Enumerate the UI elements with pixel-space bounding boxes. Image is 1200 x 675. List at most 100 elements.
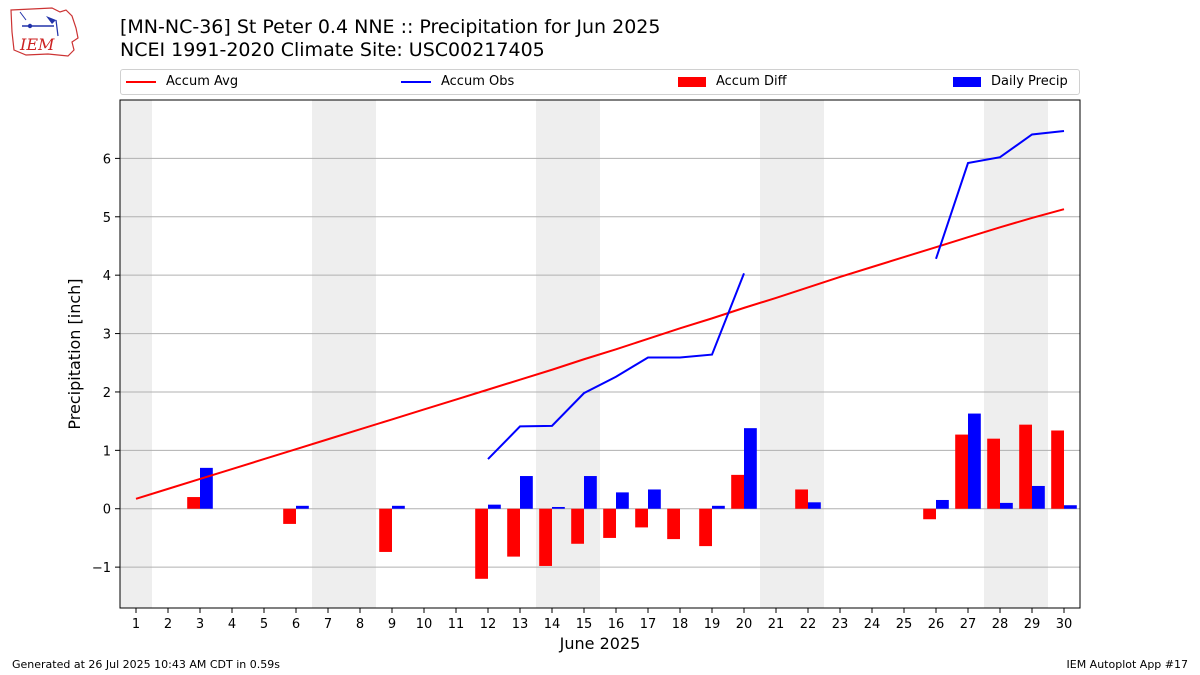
accum-diff-bar: [699, 508, 712, 547]
daily-precip-bar: [1000, 502, 1013, 509]
accum-diff-bar: [1051, 430, 1064, 509]
accum-obs-line: [935, 129, 1065, 260]
daily-precip-bar: [1064, 505, 1077, 509]
x-tick-label: 18: [672, 617, 689, 632]
x-tick-label: 16: [608, 617, 625, 632]
legend-item-accum-avg: Accum Avg: [126, 74, 238, 89]
daily-precip-bar: [552, 506, 565, 509]
daily-precip-bar: [808, 502, 821, 509]
x-tick-label: 30: [1056, 617, 1073, 632]
chart-title: [MN-NC-36] St Peter 0.4 NNE :: Precipita…: [120, 16, 661, 38]
x-tick-label: 23: [832, 617, 849, 632]
accum-diff-bar: [603, 508, 616, 538]
legend-swatch-accum-avg: [126, 80, 156, 83]
accum-diff-bar: [635, 508, 648, 528]
iem-logo: IEM: [10, 7, 79, 57]
daily-precip-bar: [488, 504, 501, 509]
daily-precip-bar: [712, 505, 725, 509]
footer-generated: Generated at 26 Jul 2025 10:43 AM CDT in…: [12, 658, 280, 671]
y-tick-label: 6: [103, 152, 111, 167]
accum-diff-bar: [955, 434, 968, 509]
accum-diff-bar: [475, 508, 488, 579]
x-tick-label: 27: [960, 617, 977, 632]
accum-diff-bar: [571, 508, 584, 544]
legend-item-daily-precip: Daily Precip: [953, 74, 1068, 89]
x-tick-label: 2: [164, 617, 172, 632]
x-tick-label: 6: [292, 617, 300, 632]
x-tick-label: 1: [132, 617, 140, 632]
accum-diff-bar: [507, 508, 520, 557]
legend-label-accum-avg: Accum Avg: [166, 74, 239, 89]
x-tick-label: 20: [736, 617, 753, 632]
daily-precip-bar: [200, 467, 213, 509]
legend-label-accum-obs: Accum Obs: [441, 74, 515, 89]
weekend-shade: [120, 100, 152, 608]
weekend-shade: [312, 100, 376, 608]
x-tick-label: 24: [864, 617, 881, 632]
daily-precip-bar: [1032, 485, 1045, 509]
x-tick-label: 15: [576, 617, 593, 632]
legend-swatch-accum-diff: [678, 76, 706, 87]
daily-precip-bar: [648, 489, 661, 509]
daily-precip-bar: [392, 505, 405, 509]
x-tick-label: 17: [640, 617, 657, 632]
daily-precip-bar: [968, 413, 981, 509]
y-tick-label: 0: [103, 503, 111, 518]
accum-avg-line: [135, 208, 1065, 500]
legend: Accum Avg Accum Obs Accum Diff Daily Pre…: [120, 69, 1080, 95]
accum-diff-bar: [923, 508, 936, 520]
accum-diff-bar: [379, 508, 392, 552]
accum-diff-bar: [187, 497, 200, 509]
y-axis-label: Precipitation [inch]: [65, 278, 84, 429]
x-tick-label: 9: [388, 617, 396, 632]
x-tick-label: 8: [356, 617, 364, 632]
x-tick-label: 14: [544, 617, 561, 632]
accum-diff-bar: [731, 474, 744, 509]
accum-diff-bar: [1019, 424, 1032, 509]
legend-item-accum-diff: Accum Diff: [678, 74, 787, 89]
x-tick-label: 3: [196, 617, 204, 632]
legend-item-accum-obs: Accum Obs: [401, 74, 514, 89]
x-tick-label: 13: [512, 617, 529, 632]
x-tick-label: 28: [992, 617, 1009, 632]
y-tick-label: 1: [103, 444, 111, 459]
accum-obs-line: [487, 273, 745, 460]
weekend-shade: [984, 100, 1048, 608]
y-tick-label: 3: [103, 328, 111, 343]
x-tick-label: 26: [928, 617, 945, 632]
y-tick-label: 4: [103, 269, 111, 284]
accum-diff-bar: [795, 489, 808, 509]
x-tick-label: 10: [416, 617, 433, 632]
x-tick-label: 19: [704, 617, 721, 632]
weekend-shade: [760, 100, 824, 608]
legend-swatch-daily-precip: [953, 76, 981, 87]
legend-swatch-accum-obs: [401, 80, 431, 83]
x-tick-label: 22: [800, 617, 817, 632]
legend-label-accum-diff: Accum Diff: [716, 74, 787, 89]
daily-precip-bar: [584, 476, 597, 509]
chart-subtitle: NCEI 1991-2020 Climate Site: USC00217405: [120, 39, 545, 61]
daily-precip-bar: [616, 492, 629, 509]
legend-label-daily-precip: Daily Precip: [991, 74, 1068, 89]
x-tick-label: 29: [1024, 617, 1041, 632]
daily-precip-bar: [744, 428, 757, 509]
x-tick-label: 4: [228, 617, 236, 632]
plot-frame: [119, 99, 1081, 609]
daily-precip-bar: [936, 499, 949, 509]
x-tick-label: 7: [324, 617, 332, 632]
accum-diff-bar: [987, 438, 1000, 509]
y-tick-label: 2: [103, 386, 111, 401]
x-tick-label: 21: [768, 617, 785, 632]
logo-text: IEM: [19, 35, 55, 54]
x-tick-label: 11: [448, 617, 465, 632]
accum-diff-bar: [283, 508, 296, 524]
daily-precip-bar: [520, 476, 533, 509]
y-tick-label: 5: [103, 211, 111, 226]
footer-app: IEM Autoplot App #17: [1066, 658, 1189, 671]
accum-diff-bar: [667, 508, 680, 540]
x-tick-label: 5: [260, 617, 268, 632]
y-tick-label: −1: [92, 561, 111, 576]
daily-precip-bar: [296, 505, 309, 509]
accum-diff-bar: [539, 508, 552, 566]
